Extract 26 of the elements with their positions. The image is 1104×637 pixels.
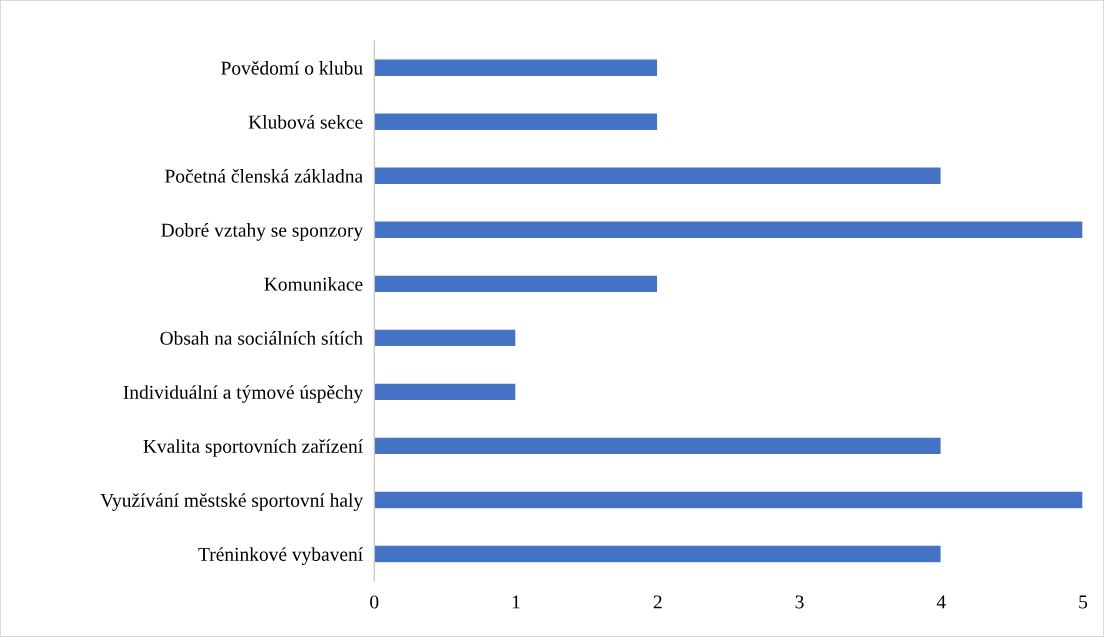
y-tick-label: Klubová sekce <box>248 115 363 129</box>
bar <box>374 436 942 456</box>
x-tick-label: 5 <box>1079 595 1088 609</box>
y-tick-label: Dobré vztahy se sponzory <box>161 223 364 241</box>
y-tick-label: Obsah na sociálních sítích <box>160 331 363 345</box>
x-tick-label: 1 <box>512 595 520 609</box>
bar <box>374 58 659 78</box>
y-tick-label: Početná členská základna <box>165 169 363 183</box>
y-tick-label: Kvalita sportovních zařízení <box>143 439 363 457</box>
bar <box>374 490 1084 510</box>
x-tick-label: 3 <box>795 595 804 609</box>
y-tick-label: Individuální a týmové úspěchy <box>123 385 364 403</box>
bar <box>374 544 942 564</box>
bar <box>374 112 659 132</box>
bar <box>374 382 517 402</box>
y-tick-label: Využívání městské sportovní haly <box>100 493 364 511</box>
y-tick-label: Komunikace <box>264 277 363 291</box>
x-tick-label: 4 <box>936 595 946 609</box>
x-tick-label: 2 <box>653 595 662 609</box>
bar <box>374 274 659 294</box>
bar <box>374 220 1084 240</box>
y-tick-label: Povědomí o klubu <box>221 60 363 75</box>
y-tick-label: Tréninkové vybavení <box>198 547 363 565</box>
bar <box>374 328 517 348</box>
x-tick-label: 0 <box>370 595 379 609</box>
bar <box>374 166 942 186</box>
